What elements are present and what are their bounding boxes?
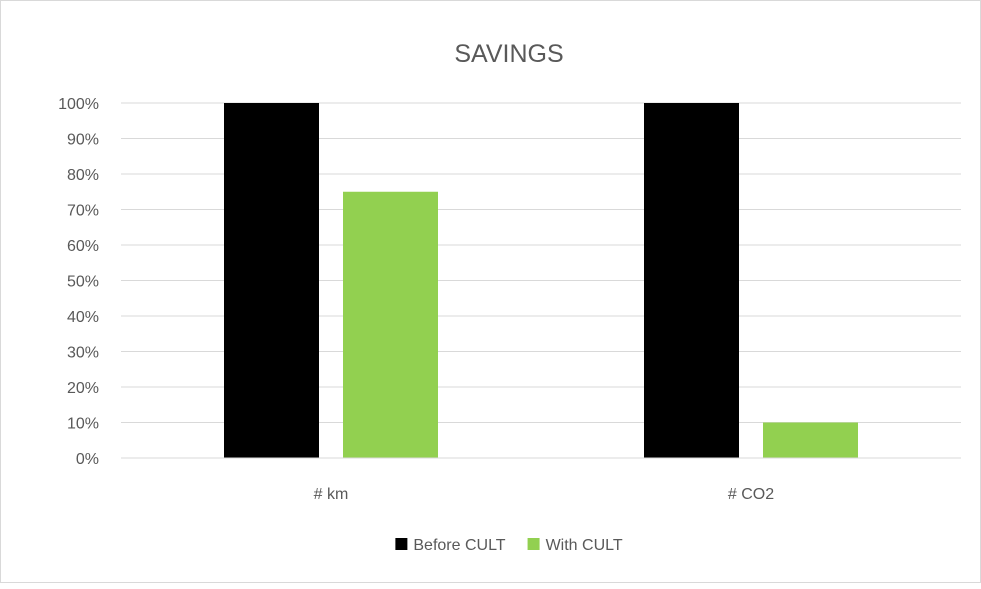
y-tick-label: 60%: [67, 238, 99, 255]
bar-with-cult-1: [763, 422, 858, 458]
x-tick-label: # CO2: [728, 486, 774, 503]
y-axis: 0% 10% 20% 30% 40% 50% 60% 70% 80% 90% 100%: [58, 96, 99, 468]
x-tick-label: # km: [314, 486, 349, 503]
bar-before-cult-0: [224, 103, 319, 458]
legend-label: With CULT: [546, 537, 623, 554]
y-tick-label: 70%: [67, 203, 99, 220]
bar-with-cult-0: [343, 191, 438, 458]
legend-swatch: [527, 538, 540, 550]
legend-swatch: [395, 538, 408, 550]
chart-title: SAVINGS: [454, 40, 563, 68]
y-tick-label: 20%: [67, 380, 99, 397]
y-tick-label: 0%: [76, 451, 99, 468]
y-tick-label: 30%: [67, 345, 99, 362]
y-tick-label: 50%: [67, 274, 99, 291]
y-tick-label: 100%: [58, 96, 99, 113]
legend-item: With CULT: [527, 537, 623, 554]
legend: Before CULT With CULT: [395, 537, 623, 554]
bar-before-cult-1: [644, 103, 739, 458]
y-tick-label: 80%: [67, 167, 99, 184]
y-tick-label: 10%: [67, 416, 99, 433]
bars: [224, 103, 858, 458]
legend-label: Before CULT: [413, 537, 505, 554]
y-tick-label: 40%: [67, 309, 99, 326]
y-tick-label: 90%: [67, 132, 99, 149]
legend-item: Before CULT: [395, 537, 506, 554]
x-axis: # km # CO2: [121, 457, 961, 503]
